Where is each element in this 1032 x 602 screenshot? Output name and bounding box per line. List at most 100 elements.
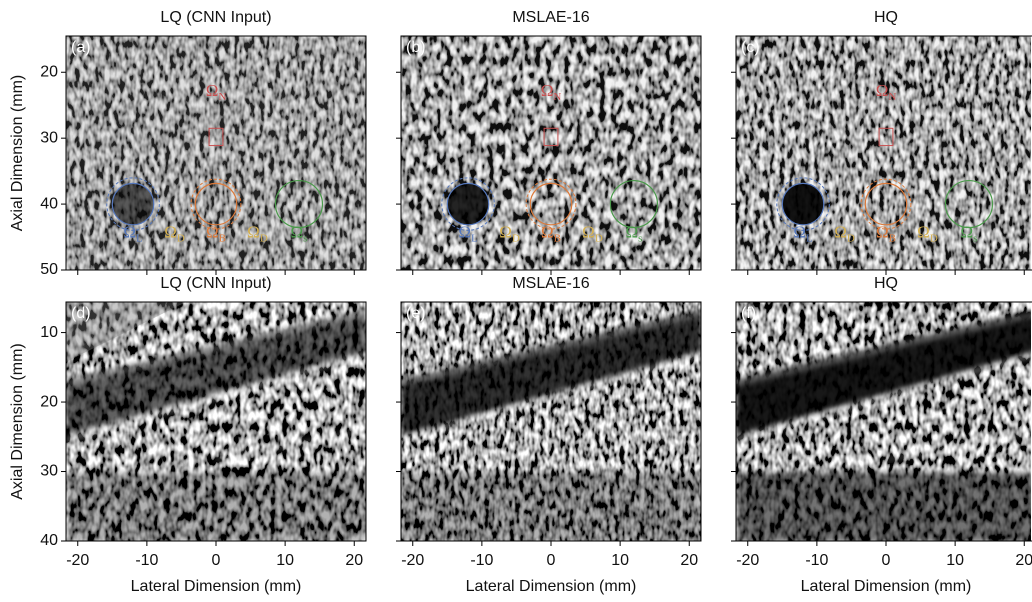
roi-symbol: Ω <box>960 223 973 242</box>
roi <box>781 182 825 226</box>
roi-subscript: D <box>512 232 520 244</box>
roi-symbol: Ω <box>834 223 847 242</box>
chart-title: LQ (CNN Input) <box>160 9 271 26</box>
x-tick-label: 10 <box>276 552 294 569</box>
vessel-lumen <box>66 310 366 436</box>
roi-symbol: Ω <box>541 81 554 100</box>
speckle <box>401 36 701 270</box>
roi-subscript: B <box>889 232 896 244</box>
roi-subscript: B <box>554 232 561 244</box>
panel: (e) MSLAE-16 -20 -10 0 10 20 Lateral Dimension … <box>396 275 702 595</box>
roi <box>529 182 573 226</box>
image <box>736 302 1031 541</box>
panel-label: (b) <box>406 39 426 56</box>
roi <box>543 127 559 147</box>
x-tick-label: -10 <box>135 552 158 569</box>
chart-title: HQ <box>874 275 898 292</box>
roi <box>208 127 224 147</box>
panel-label: (c) <box>741 39 760 56</box>
roi-label: ΩN <box>541 81 562 103</box>
roi-label: ΩB <box>876 223 896 245</box>
x-tick-label: 20 <box>1015 552 1032 569</box>
panel-label: (a) <box>71 39 91 56</box>
roi-symbol: Ω <box>582 223 595 242</box>
speckle <box>736 36 1031 270</box>
roi-subscript: N <box>553 91 561 103</box>
roi-label: ΩB <box>206 223 226 245</box>
roi-label: ΩL <box>793 223 813 245</box>
chart-title: LQ (CNN Input) <box>160 275 271 292</box>
tint <box>401 36 701 270</box>
roi <box>776 177 830 231</box>
roi-label: ΩN <box>206 81 227 103</box>
wall <box>736 353 1031 442</box>
y-tick-label: 20 <box>40 393 58 410</box>
roi <box>441 177 495 231</box>
roi-symbol: Ω <box>793 223 806 242</box>
panel-label: (e) <box>406 305 426 322</box>
y-tick-label: 50 <box>40 261 58 278</box>
tint <box>736 36 1031 270</box>
roi-label: ΩD <box>499 223 520 245</box>
tint <box>66 36 366 270</box>
roi-label: ΩB <box>541 223 561 245</box>
roi-subscript: N <box>888 91 896 103</box>
wall <box>66 312 366 386</box>
near-field <box>66 302 186 362</box>
roi-label: ΩD <box>164 223 185 245</box>
y-tick-label: 40 <box>40 195 58 212</box>
x-tick-label: -20 <box>401 552 424 569</box>
roi-label: Ωs <box>290 223 307 245</box>
roi <box>609 179 659 229</box>
tissue <box>550 431 692 461</box>
x-tick-label: 20 <box>680 552 698 569</box>
roi-symbol: Ω <box>499 223 512 242</box>
chart-title: MSLAE-16 <box>512 9 589 26</box>
roi-symbol: Ω <box>164 223 177 242</box>
lesion <box>112 183 154 225</box>
roi-subscript: D <box>595 232 603 244</box>
roi <box>106 177 160 231</box>
roi-symbol: Ω <box>917 223 930 242</box>
roi-label: ΩL <box>123 223 143 245</box>
y-tick-label: 20 <box>40 63 58 80</box>
roi-label: ΩD <box>834 223 855 245</box>
roi-symbol: Ω <box>247 223 260 242</box>
roi-symbol: Ω <box>123 223 136 242</box>
roi-subscript: s <box>638 232 642 244</box>
x-axis-label: Lateral Dimension (mm) <box>466 578 637 595</box>
speckle <box>66 36 366 270</box>
wall <box>736 313 1031 386</box>
x-tick-label: -20 <box>736 552 759 569</box>
y-tick-label: 30 <box>40 463 58 480</box>
roi-subscript: s <box>973 232 977 244</box>
chart-title: HQ <box>874 9 898 26</box>
lesion <box>447 183 489 225</box>
roi-symbol: Ω <box>625 223 638 242</box>
vessel-lumen <box>401 310 701 436</box>
roi <box>274 179 324 229</box>
image <box>66 302 366 541</box>
chart-title: MSLAE-16 <box>512 275 589 292</box>
roi <box>525 178 577 230</box>
x-tick-label: -10 <box>470 552 493 569</box>
y-tick-label: 40 <box>40 532 58 549</box>
y-axis-label: Axial Dimension (mm) <box>9 75 26 231</box>
roi <box>446 182 490 226</box>
roi-symbol: Ω <box>876 81 889 100</box>
x-tick-label: 20 <box>345 552 363 569</box>
vessel-lumen <box>736 311 1031 436</box>
image <box>401 302 701 541</box>
deep-shadow <box>736 472 1031 541</box>
panel-label: (d) <box>71 305 91 322</box>
roi-subscript: N <box>218 91 226 103</box>
roi-subscript: D <box>930 232 938 244</box>
roi <box>878 127 894 147</box>
roi-subscript: D <box>177 232 185 244</box>
roi-subscript: L <box>136 232 143 244</box>
